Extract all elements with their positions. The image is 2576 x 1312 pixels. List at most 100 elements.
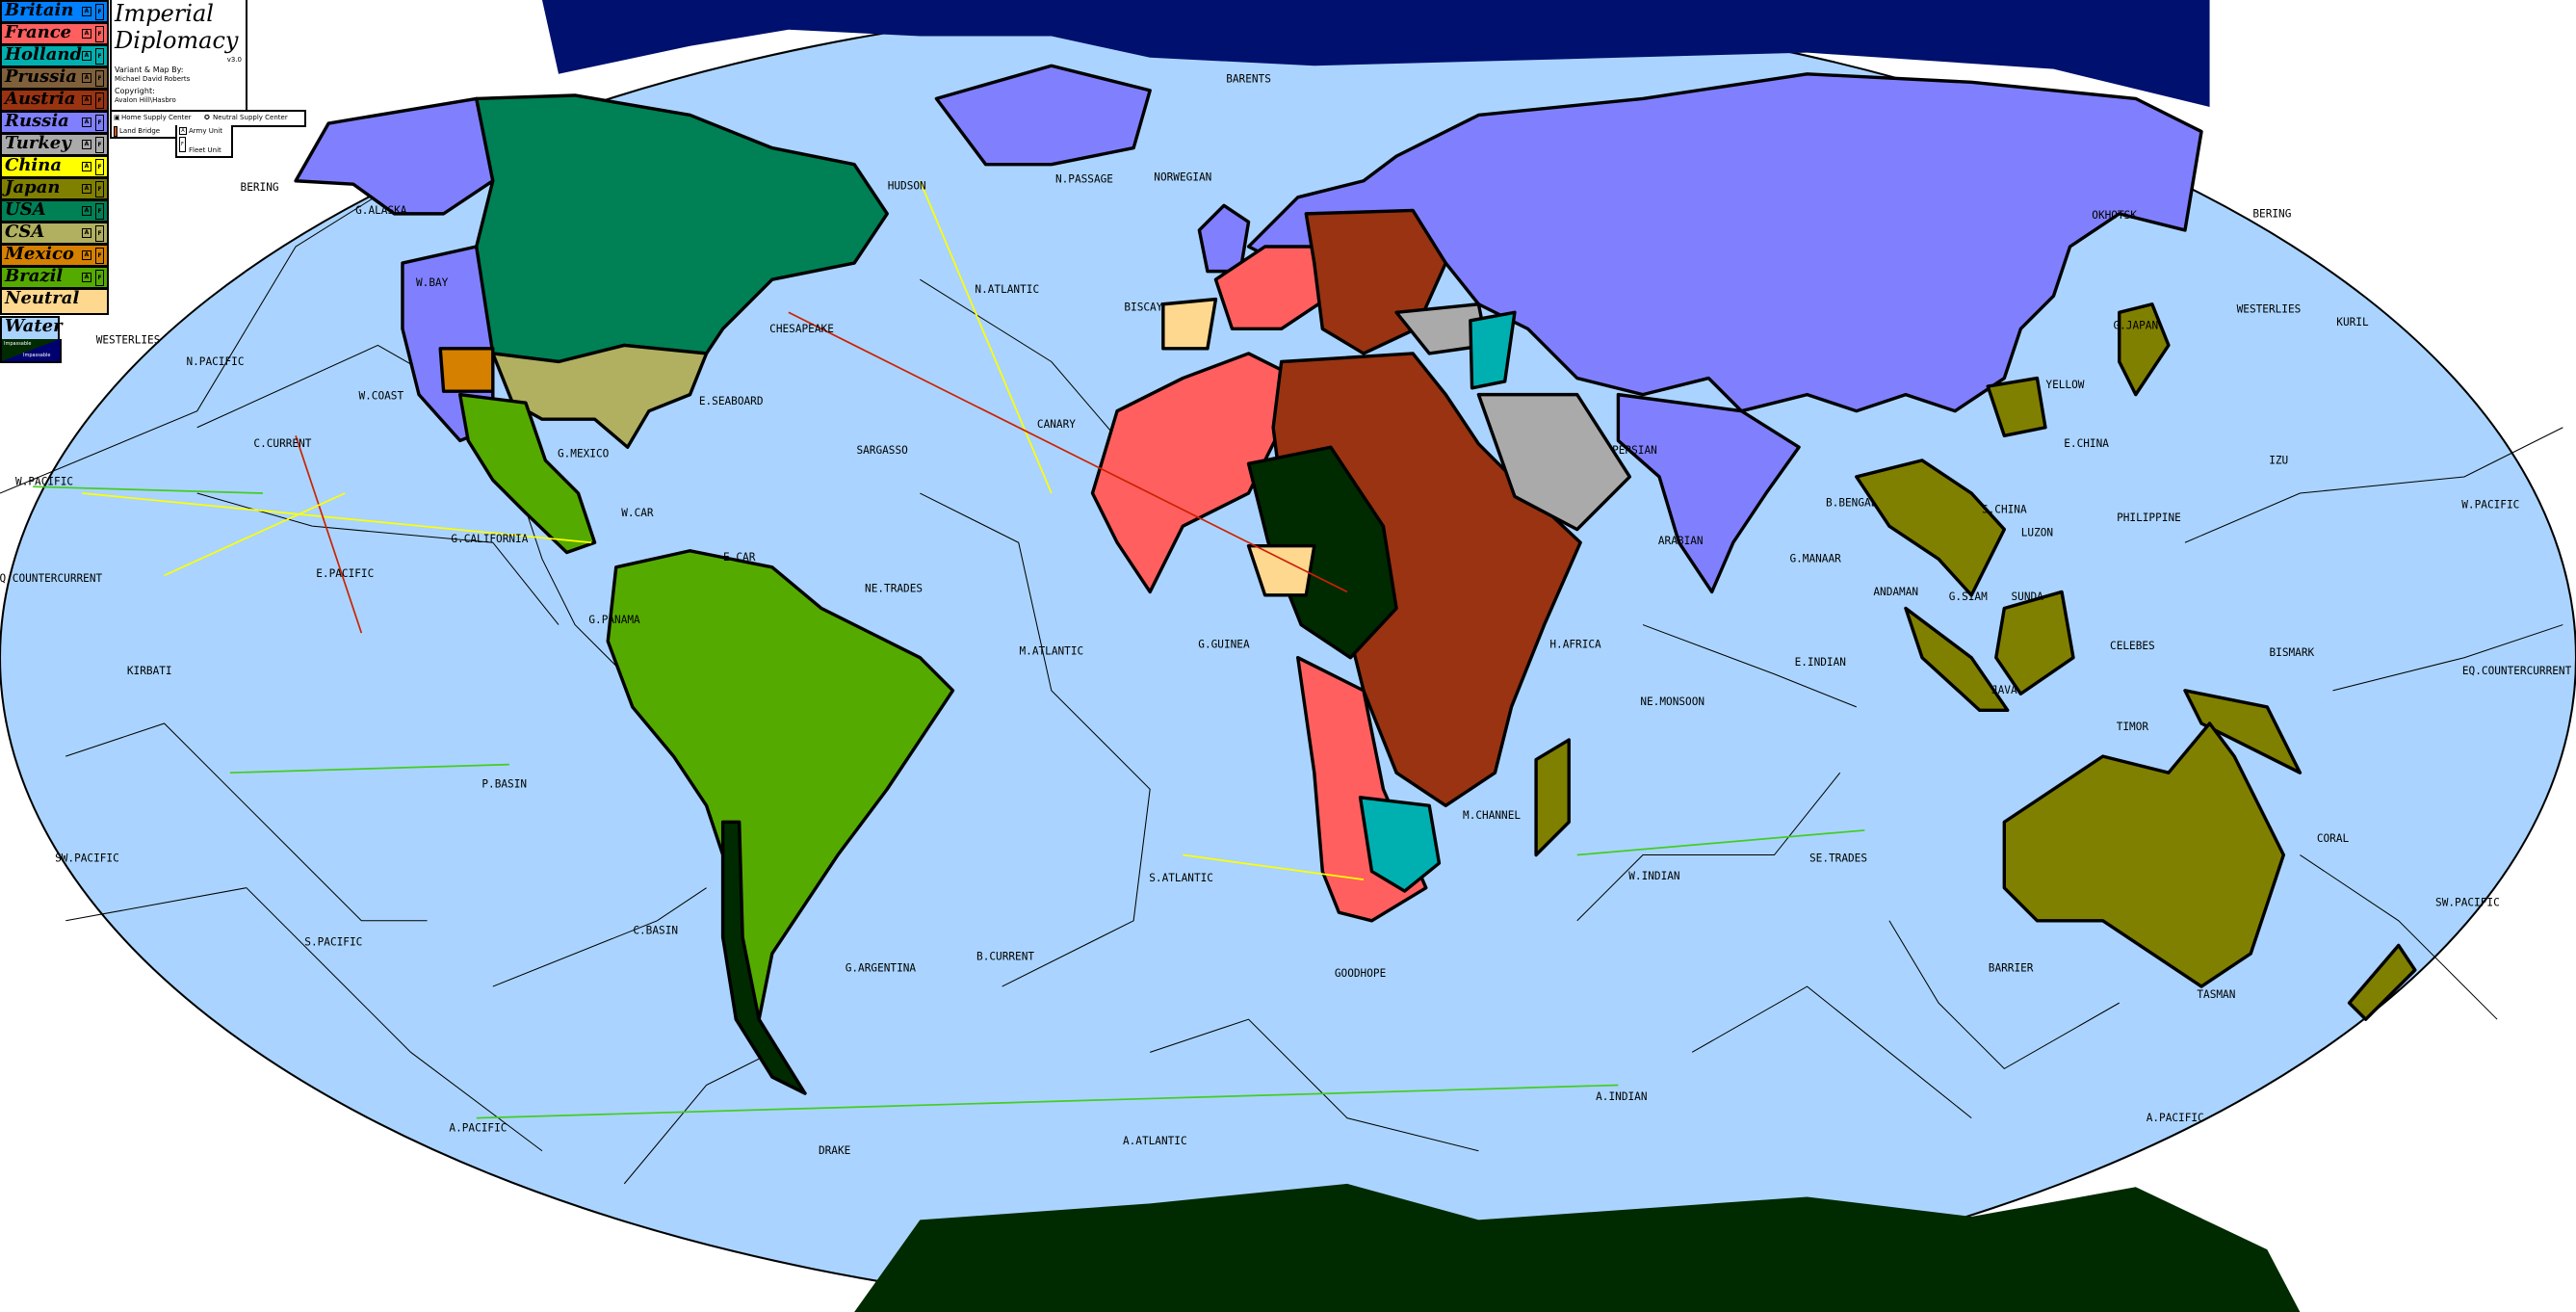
sea-label[interactable]: YELLOW: [2045, 379, 2084, 391]
legend-row-mexico: Mexico A F: [0, 244, 109, 267]
author: Michael David Roberts: [115, 75, 191, 83]
sea-label[interactable]: JAVA: [1991, 684, 2017, 696]
sea-label[interactable]: A.INDIAN: [1596, 1090, 1647, 1103]
sea-label[interactable]: HUDSON: [888, 179, 926, 192]
sea-label[interactable]: E.INDIAN: [1795, 656, 1846, 669]
sea-label[interactable]: CANARY: [1037, 418, 1076, 431]
sea-label[interactable]: WESTERLIES: [96, 334, 161, 347]
sea-boundaries: [0, 164, 2563, 1185]
sea-label[interactable]: KIRBATI: [127, 665, 172, 677]
sea-label[interactable]: A.ATLANTIC: [1123, 1135, 1187, 1147]
sea-label[interactable]: TASMAN: [2197, 988, 2235, 1001]
sea-label[interactable]: G.SIAM: [1949, 590, 1988, 603]
land-bridge-icon: [114, 126, 117, 137]
sea-label[interactable]: E.SEABOARD: [699, 395, 764, 407]
territories: [294, 64, 2417, 1095]
home-sc-label: Home Supply Center: [121, 114, 192, 121]
territory-holland-south-africa: [1358, 796, 1442, 893]
legend-power-name: Austria: [5, 89, 76, 109]
sea-label[interactable]: OKHOTSK: [2092, 209, 2137, 222]
copyright-holder: Avalon Hill\Hasbro: [115, 96, 176, 104]
sea-label[interactable]: E.CHINA: [2064, 437, 2109, 450]
fleet-unit-icon: F: [95, 48, 104, 65]
sea-label[interactable]: P.BASIN: [481, 778, 527, 791]
sea-label[interactable]: ARABIAN: [1658, 535, 1704, 547]
sea-label[interactable]: PERSIAN: [1612, 444, 1657, 457]
sea-label[interactable]: LUZON: [2021, 526, 2053, 538]
sea-label[interactable]: E.CAR: [723, 551, 756, 564]
sea-label[interactable]: ANDAMAN: [1873, 586, 1918, 598]
sea-label[interactable]: IZU: [2269, 454, 2288, 466]
sea-label[interactable]: N.PASSAGE: [1055, 172, 1113, 185]
sea-label[interactable]: S.PACIFIC: [304, 935, 362, 948]
sea-label[interactable]: SW.PACIFIC: [55, 852, 119, 864]
sea-label[interactable]: H.AFRICA: [1549, 638, 1601, 650]
sea-label[interactable]: G.ARGENTINA: [846, 962, 917, 975]
sea-label[interactable]: W.INDIAN: [1628, 870, 1679, 882]
sea-label[interactable]: BARRIER: [1989, 962, 2034, 975]
sea-label[interactable]: B.BENGAL: [1826, 497, 1878, 510]
sea-label[interactable]: A.PACIFIC: [2147, 1112, 2204, 1124]
sea-label[interactable]: W.PACIFIC: [2461, 498, 2519, 511]
sea-label[interactable]: C.BASIN: [633, 924, 678, 936]
legend-row-usa: USA A F: [0, 199, 109, 223]
sea-label[interactable]: S.ATLANTIC: [1149, 872, 1213, 884]
sea-label[interactable]: NE.TRADES: [865, 582, 923, 594]
sea-label[interactable]: G.ALASKA: [355, 204, 407, 217]
sea-label[interactable]: G.MANAAR: [1789, 553, 1841, 565]
sea-label[interactable]: W.CAR: [621, 507, 654, 519]
sea-label[interactable]: SARGASSO: [856, 444, 908, 457]
sea-label[interactable]: NORWEGIAN: [1154, 171, 1211, 184]
legend-row-britain: Britain A F: [0, 0, 109, 23]
sea-label[interactable]: SW.PACIFIC: [2435, 896, 2500, 908]
sea-label[interactable]: WESTERLIES: [2237, 302, 2302, 315]
legend-power-name: Japan: [5, 177, 61, 197]
sea-label[interactable]: EQ.COUNTERCURRENT: [2462, 665, 2572, 677]
sea-label[interactable]: PHILIPPINE: [2117, 512, 2181, 524]
sea-label[interactable]: CELEBES: [2110, 640, 2155, 652]
sea-label[interactable]: EQ.COUNTERCURRENT: [0, 572, 102, 585]
sea-label[interactable]: KURIL: [2336, 316, 2369, 328]
sea-label[interactable]: G.JAPAN: [2113, 319, 2158, 331]
territory-turkey-arabia: [1476, 392, 1632, 532]
army-unit-icon: A: [82, 273, 91, 282]
territory-britain-isles: [1197, 203, 1251, 274]
sea-label[interactable]: C.CURRENT: [253, 437, 311, 450]
sea-label[interactable]: M.ATLANTIC: [1019, 644, 1083, 657]
sea-label[interactable]: GOODHOPE: [1335, 967, 1386, 980]
legend-row-neutral: Neutral: [0, 288, 109, 315]
sea-label[interactable]: G.CALIFORNIA: [451, 533, 528, 545]
sea-label[interactable]: W.COAST: [358, 390, 403, 403]
sea-label[interactable]: SUNDA: [2012, 590, 2044, 603]
sea-label[interactable]: BISMARK: [2270, 646, 2315, 659]
sea-label[interactable]: N.ATLANTIC: [975, 283, 1039, 296]
sea-label[interactable]: NE.MONSOON: [1640, 695, 1704, 708]
territory-neutral-africa: [1246, 543, 1316, 597]
territory-japan-home: [2118, 302, 2171, 397]
sea-label[interactable]: W.PACIFIC: [15, 475, 73, 487]
army-unit-icon: A: [82, 118, 91, 127]
sea-label[interactable]: SE.TRADES: [1809, 852, 1867, 864]
sea-label[interactable]: DRAKE: [819, 1144, 850, 1157]
sea-label[interactable]: S.CHINA: [1982, 504, 2027, 516]
sea-label[interactable]: B.CURRENT: [976, 951, 1034, 963]
sea-label[interactable]: CHESAPEAKE: [769, 323, 834, 335]
sea-label[interactable]: G.MEXICO: [558, 447, 610, 459]
sea-label[interactable]: BERING: [241, 181, 279, 194]
sea-label[interactable]: BARENTS: [1226, 72, 1271, 85]
sea-label[interactable]: BISCAY: [1124, 302, 1162, 314]
sea-label[interactable]: BERING: [2252, 207, 2291, 220]
sea-label[interactable]: N.PACIFIC: [186, 355, 244, 368]
sea-label[interactable]: M.CHANNEL: [1463, 809, 1521, 822]
army-unit-icon: A: [179, 127, 187, 135]
sea-label[interactable]: A.PACIFIC: [449, 1121, 507, 1134]
sea-label[interactable]: G.GUINEA: [1198, 638, 1250, 650]
army-unit-icon: A: [82, 7, 91, 16]
territory-japan-australia: [2002, 722, 2286, 988]
sea-label[interactable]: G.PANAMA: [588, 614, 640, 626]
sea-label[interactable]: E.PACIFIC: [316, 567, 374, 580]
sea-label[interactable]: TIMOR: [2117, 721, 2149, 733]
sea-label[interactable]: W.BAY: [416, 276, 449, 289]
sea-label[interactable]: CORAL: [2317, 832, 2350, 845]
